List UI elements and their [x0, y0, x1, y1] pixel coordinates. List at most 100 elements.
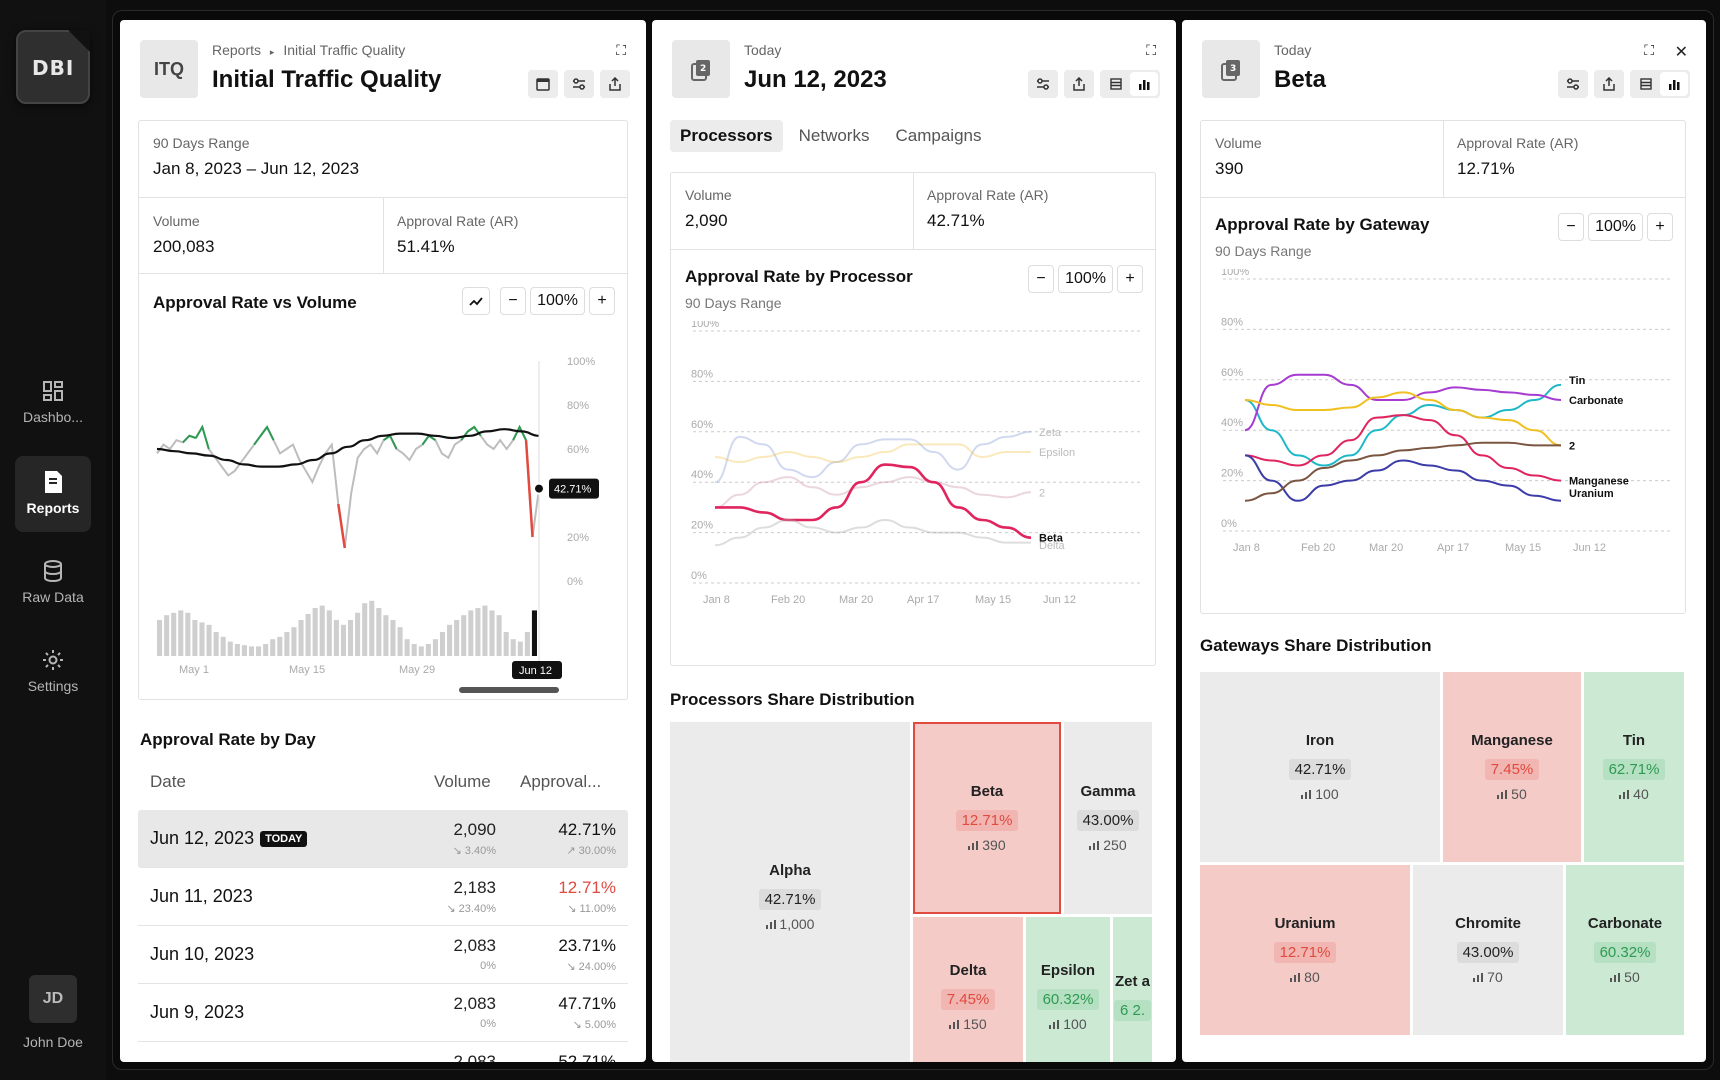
- col-approval[interactable]: Approval...: [520, 772, 602, 791]
- tab-networks[interactable]: Networks: [798, 126, 870, 145]
- expand-icon[interactable]: ⛶: [1146, 42, 1156, 58]
- filter-button[interactable]: [564, 70, 594, 98]
- avatar[interactable]: JD: [29, 975, 77, 1023]
- table-view-button[interactable]: [1632, 72, 1660, 96]
- zoom-in-button[interactable]: +: [589, 287, 615, 315]
- row-approval: 52.71%: [558, 1052, 616, 1062]
- chart-type-button[interactable]: [462, 287, 491, 315]
- tile-gamma[interactable]: Gamma 43.00% 250: [1064, 722, 1152, 914]
- nav-settings[interactable]: Settings: [15, 634, 91, 710]
- row-date: Jun 12, 2023 TODAY: [150, 828, 308, 849]
- tile-uranium[interactable]: Uranium 12.71% 80: [1200, 865, 1410, 1035]
- nav-raw-data[interactable]: Raw Data: [15, 545, 91, 621]
- tile-delta[interactable]: Delta 7.45% 150: [913, 917, 1023, 1062]
- zoom-level: 100%: [1588, 213, 1643, 241]
- row-volume: 2,083: [453, 1052, 496, 1062]
- share-button[interactable]: [600, 70, 630, 98]
- volume-bar: [411, 644, 417, 656]
- x-tick-label: May 15: [289, 664, 325, 676]
- bars-icon: [1049, 1020, 1060, 1029]
- volume-bar: [185, 612, 191, 656]
- tile-percent: 62.71%: [1602, 759, 1666, 780]
- tile-percent: 12.71%: [955, 810, 1019, 831]
- tile-name: Chromite: [1455, 915, 1521, 932]
- tile-percent: 60.32%: [1036, 989, 1100, 1010]
- chart-view-button[interactable]: [1660, 72, 1688, 96]
- tab-processors[interactable]: Processors: [670, 120, 783, 152]
- app-logo[interactable]: DBI: [16, 30, 90, 104]
- y-tick-label: 20%: [691, 520, 713, 532]
- series-line: [714, 476, 1032, 509]
- tile-carbonate[interactable]: Carbonate 60.32% 50: [1566, 865, 1684, 1035]
- volume-bar: [397, 627, 403, 656]
- y-tick-label: 80%: [691, 368, 713, 380]
- processor-line-chart[interactable]: 100% 80% 60% 40% 20% 0% Jan 8 Feb 20 Mar 20 Apr 1…: [671, 321, 1155, 641]
- volume-bar: [496, 615, 502, 656]
- table-view-button[interactable]: [1102, 72, 1130, 96]
- table-row[interactable]: Jun 10, 2023 2,083 0% 23.71% ↘ 24.00%: [138, 926, 628, 984]
- table-row[interactable]: Jun 11, 2023 2,183 ↘ 23.40% 12.71% ↘ 11.00…: [138, 868, 628, 926]
- share-button[interactable]: [1594, 70, 1624, 98]
- divider: [913, 173, 914, 249]
- nav-dashboard[interactable]: Dashbo...: [15, 365, 91, 441]
- tile-count-value: 50: [1624, 969, 1640, 985]
- volume-bar: [213, 632, 219, 656]
- row-date: Jun 11, 2023: [150, 886, 253, 907]
- table-row[interactable]: Jun 8, 2023 2,083 52.71%: [138, 1042, 628, 1062]
- row-date: Jun 10, 2023: [150, 944, 254, 965]
- x-tick-label: Feb 20: [771, 594, 805, 606]
- volume-block: Volume 200,083: [139, 199, 228, 271]
- tile-name: Gamma: [1080, 783, 1136, 800]
- chart-view-button[interactable]: [1130, 72, 1158, 96]
- filter-button[interactable]: [1558, 70, 1588, 98]
- zoom-out-button[interactable]: −: [500, 287, 527, 315]
- tile-percent: 43.00%: [1456, 942, 1520, 963]
- tile-tin[interactable]: Tin 62.71% 40: [1584, 672, 1684, 862]
- page-title: Jun 12, 2023: [744, 66, 887, 93]
- tile-manganese[interactable]: Manganese 7.45% 50: [1443, 672, 1581, 862]
- breadcrumb-current: Initial Traffic Quality: [283, 42, 406, 58]
- bar-chart-icon: [1669, 80, 1680, 90]
- filter-button[interactable]: [1028, 70, 1058, 98]
- table-row[interactable]: Jun 9, 2023 2,083 0% 47.71% ↘ 5.00%: [138, 984, 628, 1042]
- gateway-line-chart[interactable]: 100% 80% 60% 40% 20% 0% Jan 8 Feb 20 Mar 20 Apr 1…: [1201, 269, 1685, 589]
- volume-bar: [475, 608, 481, 656]
- tile-beta[interactable]: Beta 12.71% 390: [913, 722, 1061, 914]
- y-tick-label: 40%: [691, 469, 713, 481]
- tile-chromite[interactable]: Chromite 43.00% 70: [1413, 865, 1563, 1035]
- tile-epsilon[interactable]: Epsilon 60.32% 100: [1026, 917, 1110, 1062]
- volume-bar: [333, 620, 339, 656]
- tile-alpha[interactable]: Alpha 42.71% 1,000: [670, 722, 910, 1062]
- share-button[interactable]: [1064, 70, 1094, 98]
- close-icon[interactable]: ✕: [1674, 44, 1688, 61]
- col-date[interactable]: Date: [150, 772, 186, 791]
- volume-block: Volume 2,090: [671, 173, 746, 245]
- zoom-in-button[interactable]: +: [1117, 265, 1143, 293]
- tile-iron[interactable]: Iron 42.71% 100: [1200, 672, 1440, 862]
- calendar-button[interactable]: [528, 70, 558, 98]
- ar-value: 12.71%: [1457, 159, 1515, 178]
- row-approval-value: 12.71%: [558, 878, 616, 897]
- peak-segment: [421, 434, 436, 446]
- zoom-out-button[interactable]: −: [1028, 265, 1055, 293]
- bars-icon: [765, 920, 776, 929]
- breadcrumb-link[interactable]: Reports: [212, 42, 262, 58]
- nav-reports[interactable]: Reports: [15, 456, 91, 532]
- y-tick-label: 0%: [567, 576, 583, 588]
- tile-zet-a[interactable]: Zet a 6 2.: [1113, 917, 1152, 1062]
- zoom-out-button[interactable]: −: [1558, 213, 1585, 241]
- chart-title: Approval Rate vs Volume: [153, 293, 357, 312]
- range-scrollbar[interactable]: [459, 687, 559, 693]
- zoom-in-button[interactable]: +: [1647, 213, 1673, 241]
- tile-name: Uranium: [1274, 915, 1336, 932]
- col-volume[interactable]: Volume: [434, 772, 491, 791]
- expand-icon[interactable]: ⛶: [616, 42, 626, 58]
- table-row[interactable]: Jun 12, 2023 TODAY 2,090 ↘ 3.40% 42.71% ↗ 3…: [138, 810, 628, 868]
- tile-count: 150: [949, 1016, 987, 1032]
- divider: [139, 273, 627, 274]
- tab-campaigns[interactable]: Campaigns: [895, 126, 982, 145]
- series-label: Tin: [1569, 375, 1586, 387]
- expand-icon[interactable]: ⛶: [1644, 42, 1654, 58]
- peak-segment: [194, 424, 210, 450]
